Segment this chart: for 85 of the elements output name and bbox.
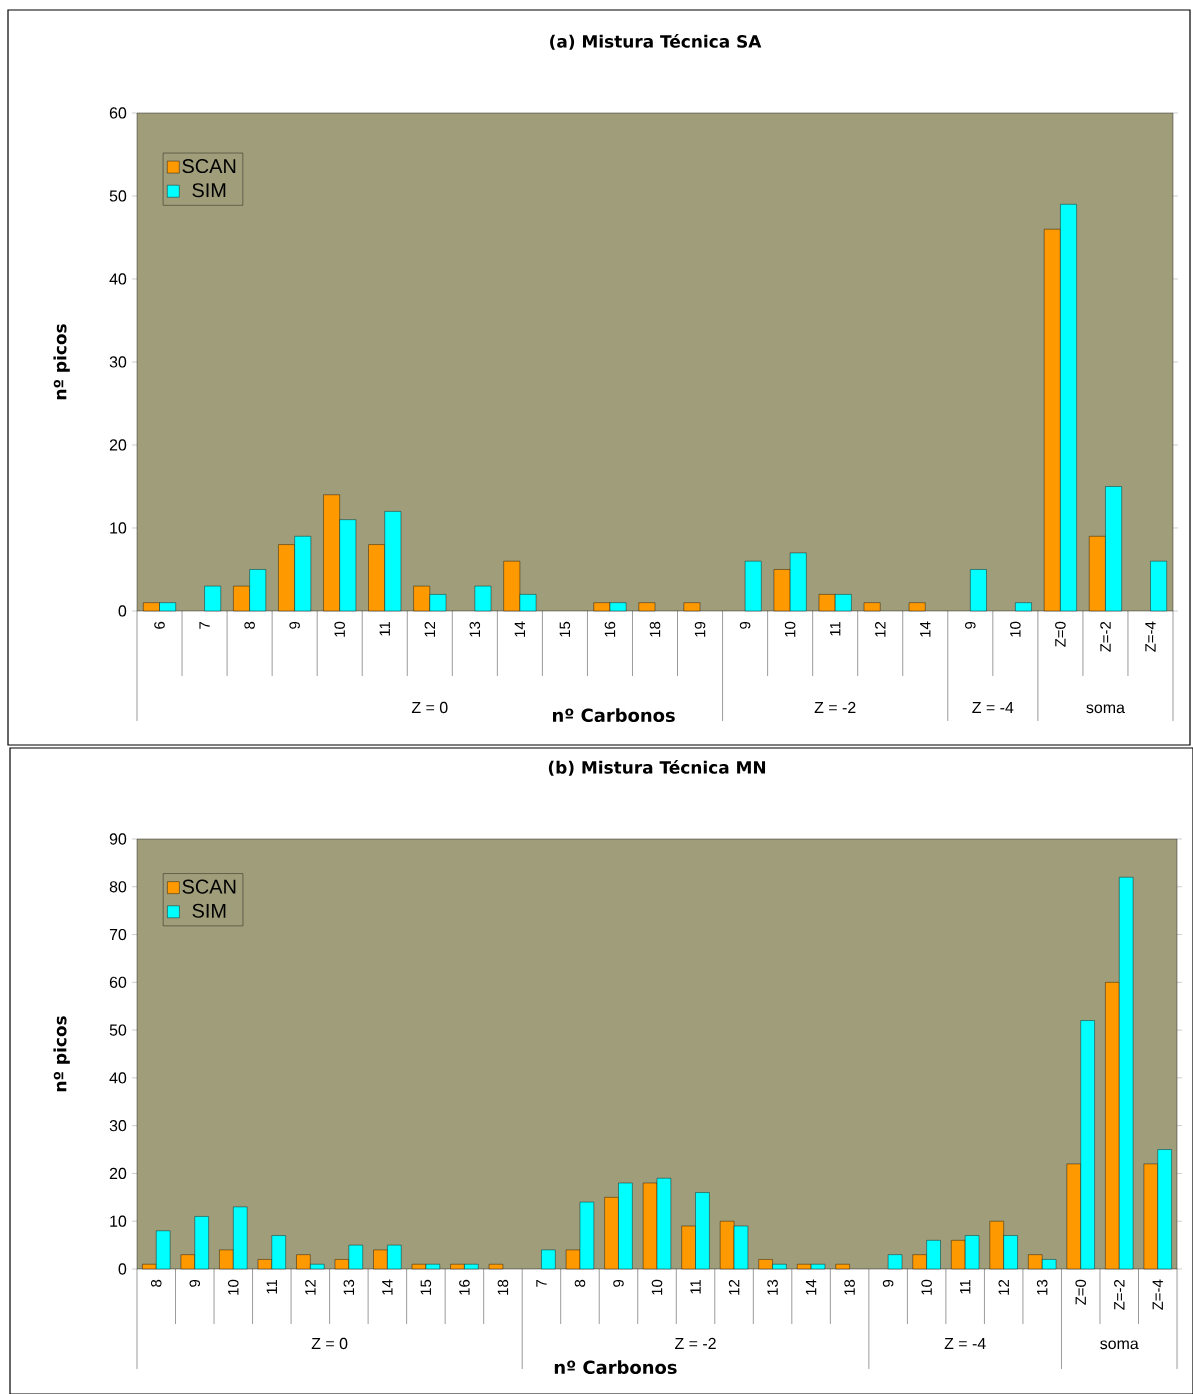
chart-title: (b) Mistura Técnica MN xyxy=(548,760,766,776)
x-tick-label: 10 xyxy=(921,1279,932,1295)
text: Z = 0 xyxy=(411,701,448,714)
x-tick-label: 12 xyxy=(424,621,435,637)
x-tick-label: 19 xyxy=(694,621,706,637)
y-tick-label: 50 xyxy=(109,1024,127,1036)
x-tick-label: 16 xyxy=(604,621,616,637)
x-tick-label: 9 xyxy=(739,621,751,629)
x-tick-label: 6 xyxy=(154,621,165,629)
x-tick-label: 15 xyxy=(559,621,571,637)
x-tick-label: 10 xyxy=(1010,621,1021,637)
text: Z = -2 xyxy=(814,701,856,713)
y-tick-label: 50 xyxy=(109,190,127,202)
y-tick-label: 0 xyxy=(118,1263,127,1275)
y-tick-label: 10 xyxy=(110,1215,127,1227)
y-tick-label: 30 xyxy=(109,1120,127,1132)
text: Z = -2 xyxy=(674,1337,716,1349)
x-tick-label: 18 xyxy=(649,621,661,637)
y-tick-label: 80 xyxy=(109,881,127,893)
x-tick-label: 13 xyxy=(767,1279,778,1295)
x-tick-label: 15 xyxy=(420,1279,432,1295)
legend-label: SIM xyxy=(192,183,226,198)
x-tick-label: 10 xyxy=(228,1279,239,1295)
x-tick-label: 10 xyxy=(651,1279,663,1295)
legend-label: SCAN xyxy=(182,159,236,174)
x-tick-label: 16 xyxy=(459,1279,470,1295)
y-tick-label: 20 xyxy=(109,439,127,451)
x-tick-label: 12 xyxy=(305,1279,316,1295)
y-tick-label: 60 xyxy=(109,976,127,988)
text: Z = -4 xyxy=(972,702,1014,713)
x-tick-label: Z=-4 xyxy=(1152,1279,1163,1310)
x-tick-label: 13 xyxy=(469,621,481,637)
x-tick-label: 12 xyxy=(875,621,886,637)
text: soma xyxy=(1100,1340,1139,1350)
x-tick-label: 11 xyxy=(830,621,841,636)
y-tick-label: 70 xyxy=(109,928,127,941)
x-tick-label: 9 xyxy=(882,1279,894,1287)
y-tick-label: 40 xyxy=(109,273,127,285)
y-tick-label: 0 xyxy=(118,605,127,617)
x-tick-label: 11 xyxy=(960,1279,971,1294)
x-tick-label: 9 xyxy=(289,621,300,629)
x-tick-label: 14 xyxy=(805,1279,817,1295)
x-tick-label: 9 xyxy=(189,1279,201,1287)
x-tick-label: Z=-4 xyxy=(1145,621,1156,652)
x-tick-label: 13 xyxy=(1036,1279,1048,1295)
text: Z = -4 xyxy=(944,1338,986,1349)
x-axis-title: nº Carbonos xyxy=(553,708,675,723)
x-tick-label: 9 xyxy=(965,621,976,629)
x-tick-label: Z=-2 xyxy=(1100,621,1111,652)
x-tick-label: 18 xyxy=(497,1279,509,1295)
y-axis-title: nº picos xyxy=(53,1016,70,1092)
x-tick-label: 11 xyxy=(379,621,390,636)
y-tick-label: 10 xyxy=(110,522,127,534)
y-tick-label: 20 xyxy=(109,1167,127,1180)
legend-label: SIM xyxy=(192,903,226,918)
y-axis-title: nº picos xyxy=(53,324,70,400)
x-tick-label: 11 xyxy=(266,1279,277,1294)
x-tick-label: 12 xyxy=(728,1279,740,1295)
x-tick-label: 11 xyxy=(690,1279,701,1294)
x-tick-label: 12 xyxy=(998,1279,1009,1295)
x-axis-title: nº Carbonos xyxy=(554,1360,677,1375)
legend-label: SCAN xyxy=(182,879,236,894)
x-tick-label: 8 xyxy=(574,1279,586,1287)
y-tick-label: 30 xyxy=(109,356,127,368)
x-tick-label: 10 xyxy=(334,621,345,637)
x-tick-label: 13 xyxy=(343,1279,355,1295)
x-tick-label: Z=-2 xyxy=(1114,1279,1125,1310)
x-tick-label: 7 xyxy=(536,1279,547,1287)
text: soma xyxy=(1086,704,1125,714)
x-tick-label: 14 xyxy=(382,1279,393,1295)
x-tick-label: 18 xyxy=(844,1279,855,1295)
y-tick-label: 60 xyxy=(109,107,127,119)
x-tick-label: 8 xyxy=(150,1279,162,1287)
x-tick-label: 10 xyxy=(784,621,796,637)
x-tick-label: 14 xyxy=(920,621,931,637)
x-tick-label: 9 xyxy=(613,1279,624,1287)
x-tick-label: 14 xyxy=(514,621,526,637)
x-tick-label: Z=0 xyxy=(1075,1279,1086,1305)
y-tick-label: 40 xyxy=(109,1072,127,1084)
y-tick-label: 90 xyxy=(109,833,127,845)
x-tick-label: 8 xyxy=(244,621,255,629)
x-tick-label: Z=0 xyxy=(1055,621,1066,647)
chart-title: (a) Mistura Técnica SA xyxy=(550,34,762,50)
x-tick-label: 7 xyxy=(199,621,210,629)
text: Z = 0 xyxy=(311,1337,348,1350)
